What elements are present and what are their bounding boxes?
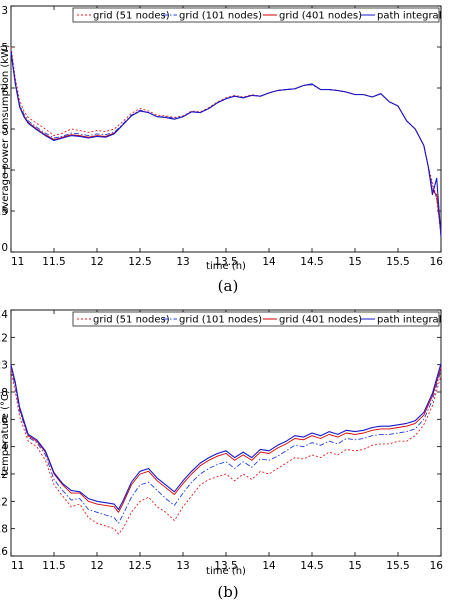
x-tick-label: 13.5 [214, 560, 237, 572]
series-line-grid-401-nodes [10, 51, 442, 236]
y-tick-label: 23 [0, 360, 8, 372]
x-tick-label: 16 [430, 256, 444, 268]
plot-frame [10, 309, 442, 557]
x-tick-label: 13 [176, 256, 189, 268]
legend-label: grid (51 nodes) [93, 315, 170, 326]
x-axis-label: time (h) [206, 566, 246, 577]
y-tick-label: 3 [1, 5, 8, 17]
legend-box [72, 7, 440, 23]
x-tick-label: 12.5 [128, 256, 151, 268]
y-tick-label: 22.6 [0, 414, 8, 426]
x-tick-label: 16 [430, 560, 444, 572]
chart-b: 11 11.5 12 12.5 13 13.5 14 14.5 15 15.5 16 21.6 21.8… [0, 309, 443, 601]
series-line-grid-51-nodes [10, 370, 442, 535]
y-tick-label: 2.5 [0, 42, 8, 54]
x-tick-label: 14.5 [300, 256, 323, 268]
x-tick-label: 14 [262, 256, 276, 268]
y-tick-label: 23.4 [0, 309, 8, 321]
y-tick-label: 0.5 [0, 206, 8, 218]
y-tick-label: 21.8 [0, 524, 8, 536]
x-tick-label: 11.5 [42, 560, 65, 572]
legend-box [72, 311, 440, 327]
y-tick-label: 22 [0, 496, 8, 508]
legend-label: grid (101 nodes) [179, 315, 262, 326]
legend-label: grid (101 nodes) [179, 11, 262, 22]
y-tick-label: 1 [1, 165, 8, 177]
x-tick-label: 15.5 [386, 256, 409, 268]
y-tick-label: 23.2 [0, 332, 8, 344]
x-tick-label: 12.5 [128, 560, 151, 572]
x-tick-label: 12 [90, 256, 103, 268]
chart-a: 1111.51212.51313.51414.51515.51600.511.5… [0, 5, 443, 295]
x-tick-label: 15 [348, 256, 361, 268]
y-axis-label: temperature (°C) [0, 390, 11, 476]
y-tick-label: 1.5 [0, 124, 8, 136]
x-tick-label: 13.5 [214, 256, 237, 268]
x-tick-label: 13 [176, 560, 189, 572]
legend-label: path integral [377, 315, 441, 326]
y-tick-label: 0 [1, 242, 8, 254]
x-tick-label: 14 [262, 560, 276, 572]
plot-frame [10, 5, 442, 253]
y-tick-label: 22.4 [0, 442, 8, 454]
legend-label: path integral [377, 11, 441, 22]
x-tick-label: 15 [348, 560, 361, 572]
x-tick-label: 15.5 [386, 560, 409, 572]
series-line-grid-101-nodes [10, 49, 442, 235]
figure-caption: (b) [217, 583, 238, 601]
series-line-grid-401-nodes [10, 365, 442, 513]
legend-label: grid (401 nodes) [279, 315, 362, 326]
y-tick-label: 22.2 [0, 469, 8, 481]
y-tick-label: 2 [1, 83, 8, 95]
series-line-grid-51-nodes [10, 46, 442, 232]
x-axis-label: time (h) [206, 261, 246, 272]
y-axis-label: average power consumption (kW) [0, 44, 11, 214]
series-line-path-integral [10, 51, 442, 238]
legend-label: grid (401 nodes) [279, 11, 362, 22]
figure-caption: (a) [218, 277, 239, 295]
x-tick-label: 11 [11, 560, 24, 572]
x-tick-label: 11.5 [42, 256, 65, 268]
y-tick-label: 21.6 [0, 546, 8, 558]
x-tick-label: 12 [90, 560, 103, 572]
legend-label: grid (51 nodes) [93, 11, 170, 22]
x-tick-label: 14.5 [300, 560, 323, 572]
series-line-grid-101-nodes [10, 367, 442, 524]
x-tick-label: 11 [11, 256, 24, 268]
series-line-path-integral [10, 363, 442, 511]
y-tick-label: 22.8 [0, 387, 8, 399]
